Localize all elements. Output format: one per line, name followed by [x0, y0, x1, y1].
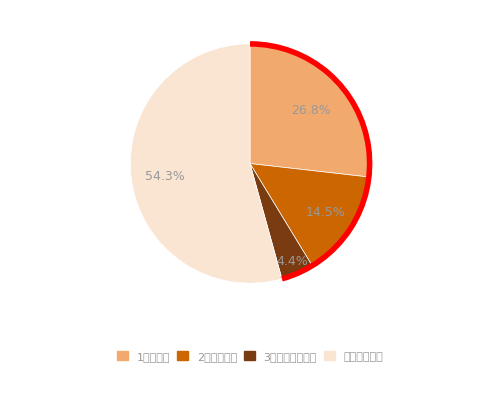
Wedge shape — [250, 164, 312, 279]
Legend: 1日休んだ, 2日間休んだ, 3日間以上休んだ, 休まなかった: 1日休んだ, 2日間休んだ, 3日間以上休んだ, 休まなかった — [116, 351, 384, 361]
Text: 26.8%: 26.8% — [291, 104, 331, 116]
Wedge shape — [250, 164, 369, 266]
Wedge shape — [250, 45, 370, 178]
Text: 14.5%: 14.5% — [306, 206, 346, 219]
Wedge shape — [130, 45, 282, 283]
Text: 4.4%: 4.4% — [276, 254, 308, 267]
Text: 54.3%: 54.3% — [145, 169, 184, 182]
